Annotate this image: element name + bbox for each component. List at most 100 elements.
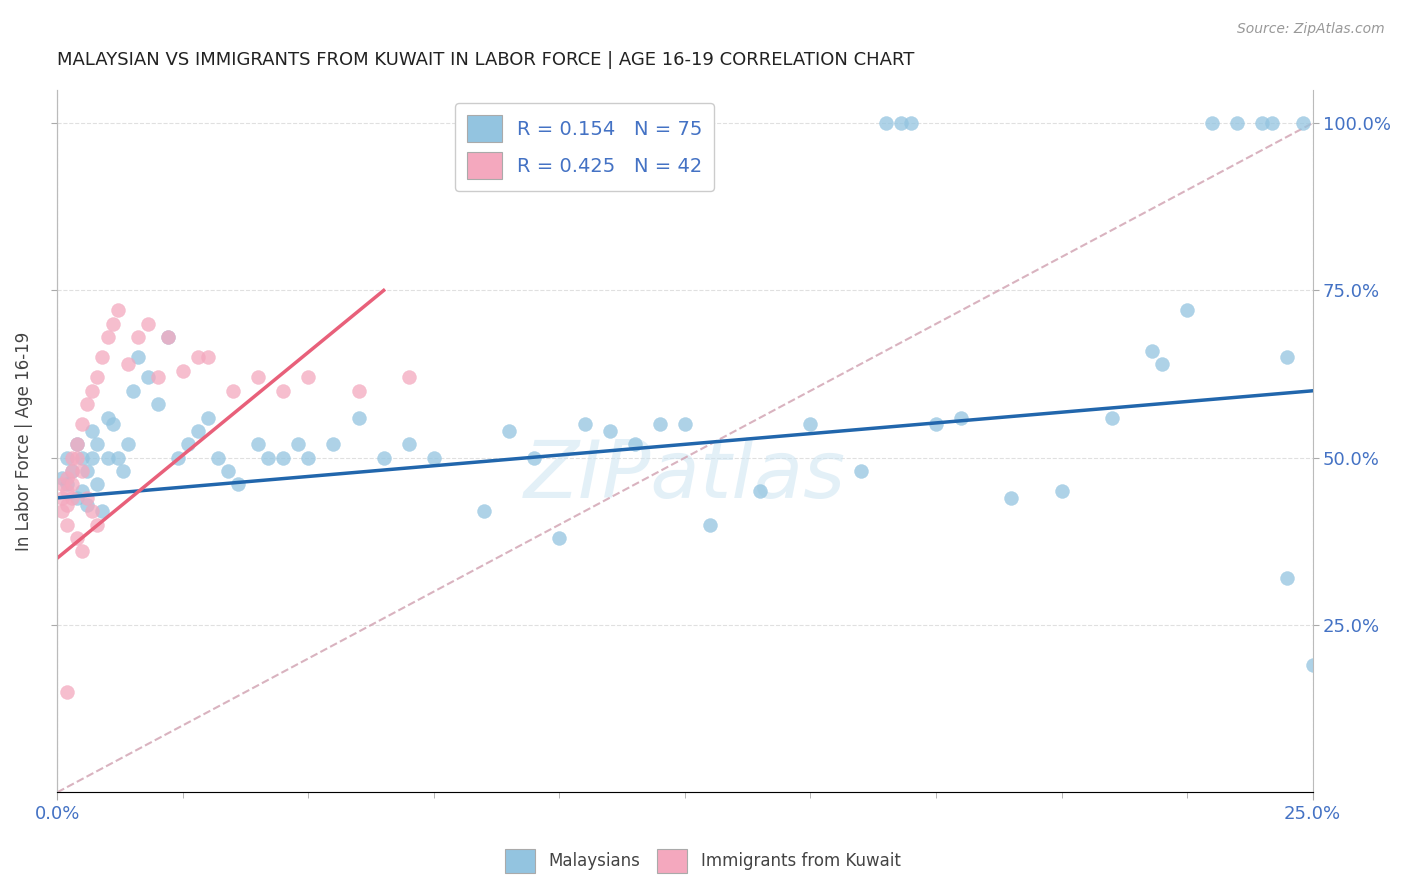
Point xyxy=(1101,410,1123,425)
Point xyxy=(398,437,420,451)
Legend: Malaysians, Immigrants from Kuwait: Malaysians, Immigrants from Kuwait xyxy=(499,842,907,880)
Point xyxy=(648,417,671,432)
Point xyxy=(127,351,149,365)
Point xyxy=(749,484,772,499)
Point xyxy=(72,417,94,432)
Point xyxy=(271,450,294,465)
Point xyxy=(1226,116,1249,130)
Point xyxy=(271,384,294,398)
Point xyxy=(1175,303,1198,318)
Point xyxy=(56,471,79,485)
Point xyxy=(76,464,98,478)
Point xyxy=(1000,491,1022,505)
Point xyxy=(96,330,118,344)
Point xyxy=(890,116,912,130)
Point xyxy=(347,410,370,425)
Point xyxy=(82,450,104,465)
Point xyxy=(217,464,239,478)
Point xyxy=(623,437,645,451)
Point xyxy=(574,417,596,432)
Point xyxy=(72,464,94,478)
Point xyxy=(197,351,219,365)
Point xyxy=(673,417,696,432)
Point xyxy=(51,504,73,518)
Point xyxy=(1291,116,1313,130)
Point xyxy=(187,424,209,438)
Point xyxy=(96,450,118,465)
Point xyxy=(166,450,188,465)
Point xyxy=(107,450,129,465)
Point xyxy=(347,384,370,398)
Point xyxy=(111,464,134,478)
Point xyxy=(66,437,89,451)
Text: ZIPatlas: ZIPatlas xyxy=(524,437,846,515)
Point xyxy=(1201,116,1223,130)
Point xyxy=(207,450,229,465)
Point xyxy=(86,437,108,451)
Point xyxy=(76,498,98,512)
Point xyxy=(56,477,79,491)
Point xyxy=(925,417,948,432)
Text: MALAYSIAN VS IMMIGRANTS FROM KUWAIT IN LABOR FORCE | AGE 16-19 CORRELATION CHART: MALAYSIAN VS IMMIGRANTS FROM KUWAIT IN L… xyxy=(58,51,915,69)
Point xyxy=(76,397,98,411)
Point xyxy=(51,471,73,485)
Point xyxy=(1251,116,1274,130)
Point xyxy=(76,491,98,505)
Point xyxy=(60,491,83,505)
Point xyxy=(1050,484,1073,499)
Point xyxy=(699,517,721,532)
Point xyxy=(1261,116,1284,130)
Point xyxy=(101,317,124,331)
Point xyxy=(66,491,89,505)
Point xyxy=(136,317,159,331)
Point xyxy=(523,450,546,465)
Point xyxy=(101,417,124,432)
Y-axis label: In Labor Force | Age 16-19: In Labor Force | Age 16-19 xyxy=(15,331,32,550)
Point xyxy=(1140,343,1163,358)
Point xyxy=(177,437,200,451)
Point xyxy=(86,477,108,491)
Point xyxy=(82,424,104,438)
Point xyxy=(60,477,83,491)
Text: Source: ZipAtlas.com: Source: ZipAtlas.com xyxy=(1237,22,1385,37)
Point xyxy=(72,544,94,558)
Point xyxy=(91,504,114,518)
Point xyxy=(900,116,922,130)
Point xyxy=(187,351,209,365)
Point xyxy=(222,384,245,398)
Point xyxy=(297,450,319,465)
Point xyxy=(1302,658,1324,673)
Point xyxy=(472,504,495,518)
Point xyxy=(127,330,149,344)
Point xyxy=(498,424,520,438)
Point xyxy=(156,330,179,344)
Point xyxy=(950,410,973,425)
Point xyxy=(82,384,104,398)
Point xyxy=(1277,571,1299,585)
Point xyxy=(82,504,104,518)
Point xyxy=(66,531,89,545)
Point xyxy=(226,477,249,491)
Point xyxy=(322,437,344,451)
Point xyxy=(60,464,83,478)
Point xyxy=(172,364,194,378)
Point xyxy=(121,384,143,398)
Point xyxy=(66,437,89,451)
Point xyxy=(56,498,79,512)
Point xyxy=(247,437,270,451)
Point xyxy=(60,464,83,478)
Point xyxy=(373,450,395,465)
Point xyxy=(1150,357,1173,371)
Point xyxy=(548,531,571,545)
Point xyxy=(56,484,79,499)
Point xyxy=(56,685,79,699)
Point xyxy=(86,370,108,384)
Point xyxy=(66,450,89,465)
Point xyxy=(56,450,79,465)
Point xyxy=(247,370,270,384)
Point xyxy=(72,484,94,499)
Point xyxy=(849,464,872,478)
Point xyxy=(1277,351,1299,365)
Point xyxy=(146,370,169,384)
Point xyxy=(398,370,420,384)
